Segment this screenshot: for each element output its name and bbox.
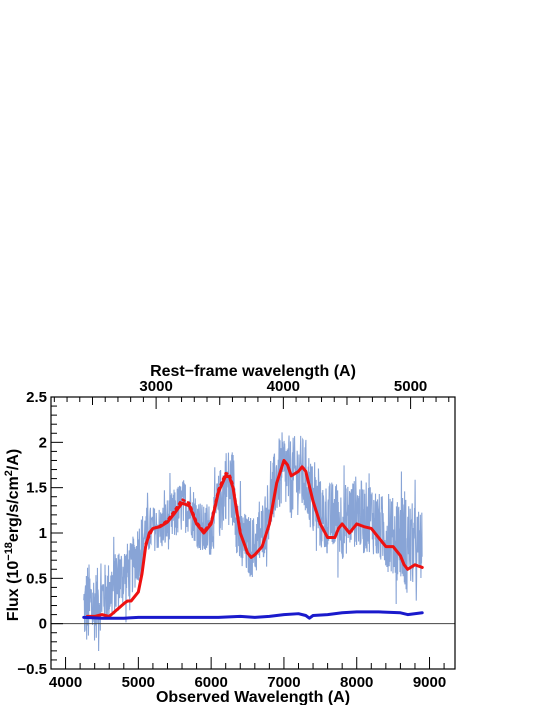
y-tick-label: 0 <box>39 616 47 633</box>
model-dotted-line <box>144 471 242 546</box>
y-tick-label: 0.5 <box>26 570 47 587</box>
error-spectrum-line <box>82 610 424 620</box>
y-tick-label: 1.5 <box>26 480 47 497</box>
plot-area <box>51 432 455 652</box>
x-axis-title: Observed Wavelength (A) <box>156 689 350 705</box>
y-tick-label: 1 <box>39 525 47 542</box>
axes: 4000 5000 6000 7000 8000 9000 −0.5 0 0.5 1 1.5 2 2.5… <box>17 378 456 691</box>
top-axis-title: Rest−frame wavelength (A) <box>150 363 356 380</box>
series-group <box>82 432 424 652</box>
y-tick-label: 2.5 <box>26 389 47 406</box>
top-tick-label: 5000 <box>394 378 427 395</box>
noisy-spectrum-line <box>83 432 423 652</box>
top-tick-label: 3000 <box>139 378 172 395</box>
y-axis-title: Flux (10−18erg/s/cm2/A) <box>3 449 22 621</box>
x-tick-label: 6000 <box>194 674 227 691</box>
model-fit-line <box>85 458 424 618</box>
top-tick-label: 4000 <box>267 378 300 395</box>
x-tick-label: 5000 <box>122 674 155 691</box>
x-tick-label: 9000 <box>413 674 446 691</box>
x-tick-label: 8000 <box>340 674 373 691</box>
x-tick-label: 4000 <box>49 674 82 691</box>
x-tick-label: 7000 <box>267 674 300 691</box>
y-tick-label: 2 <box>39 434 47 451</box>
y-tick-label: −0.5 <box>17 661 47 678</box>
